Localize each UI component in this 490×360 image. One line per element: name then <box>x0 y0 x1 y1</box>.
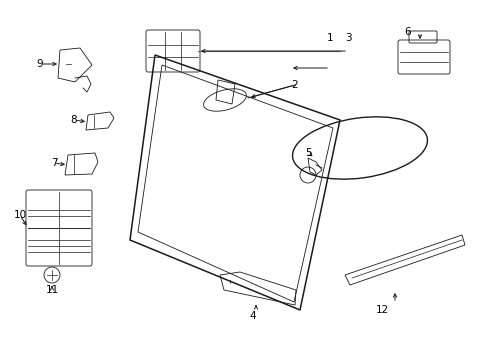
Text: 3: 3 <box>344 33 351 43</box>
Text: 7: 7 <box>50 158 57 168</box>
Text: 11: 11 <box>46 285 59 295</box>
Text: 5: 5 <box>305 148 311 158</box>
Text: 2: 2 <box>292 80 298 90</box>
Text: 12: 12 <box>375 305 389 315</box>
Text: 1: 1 <box>327 33 333 43</box>
Text: 9: 9 <box>37 59 43 69</box>
Text: 8: 8 <box>71 115 77 125</box>
Text: 4: 4 <box>250 311 256 321</box>
Text: 10: 10 <box>13 210 26 220</box>
Text: 6: 6 <box>405 27 411 37</box>
